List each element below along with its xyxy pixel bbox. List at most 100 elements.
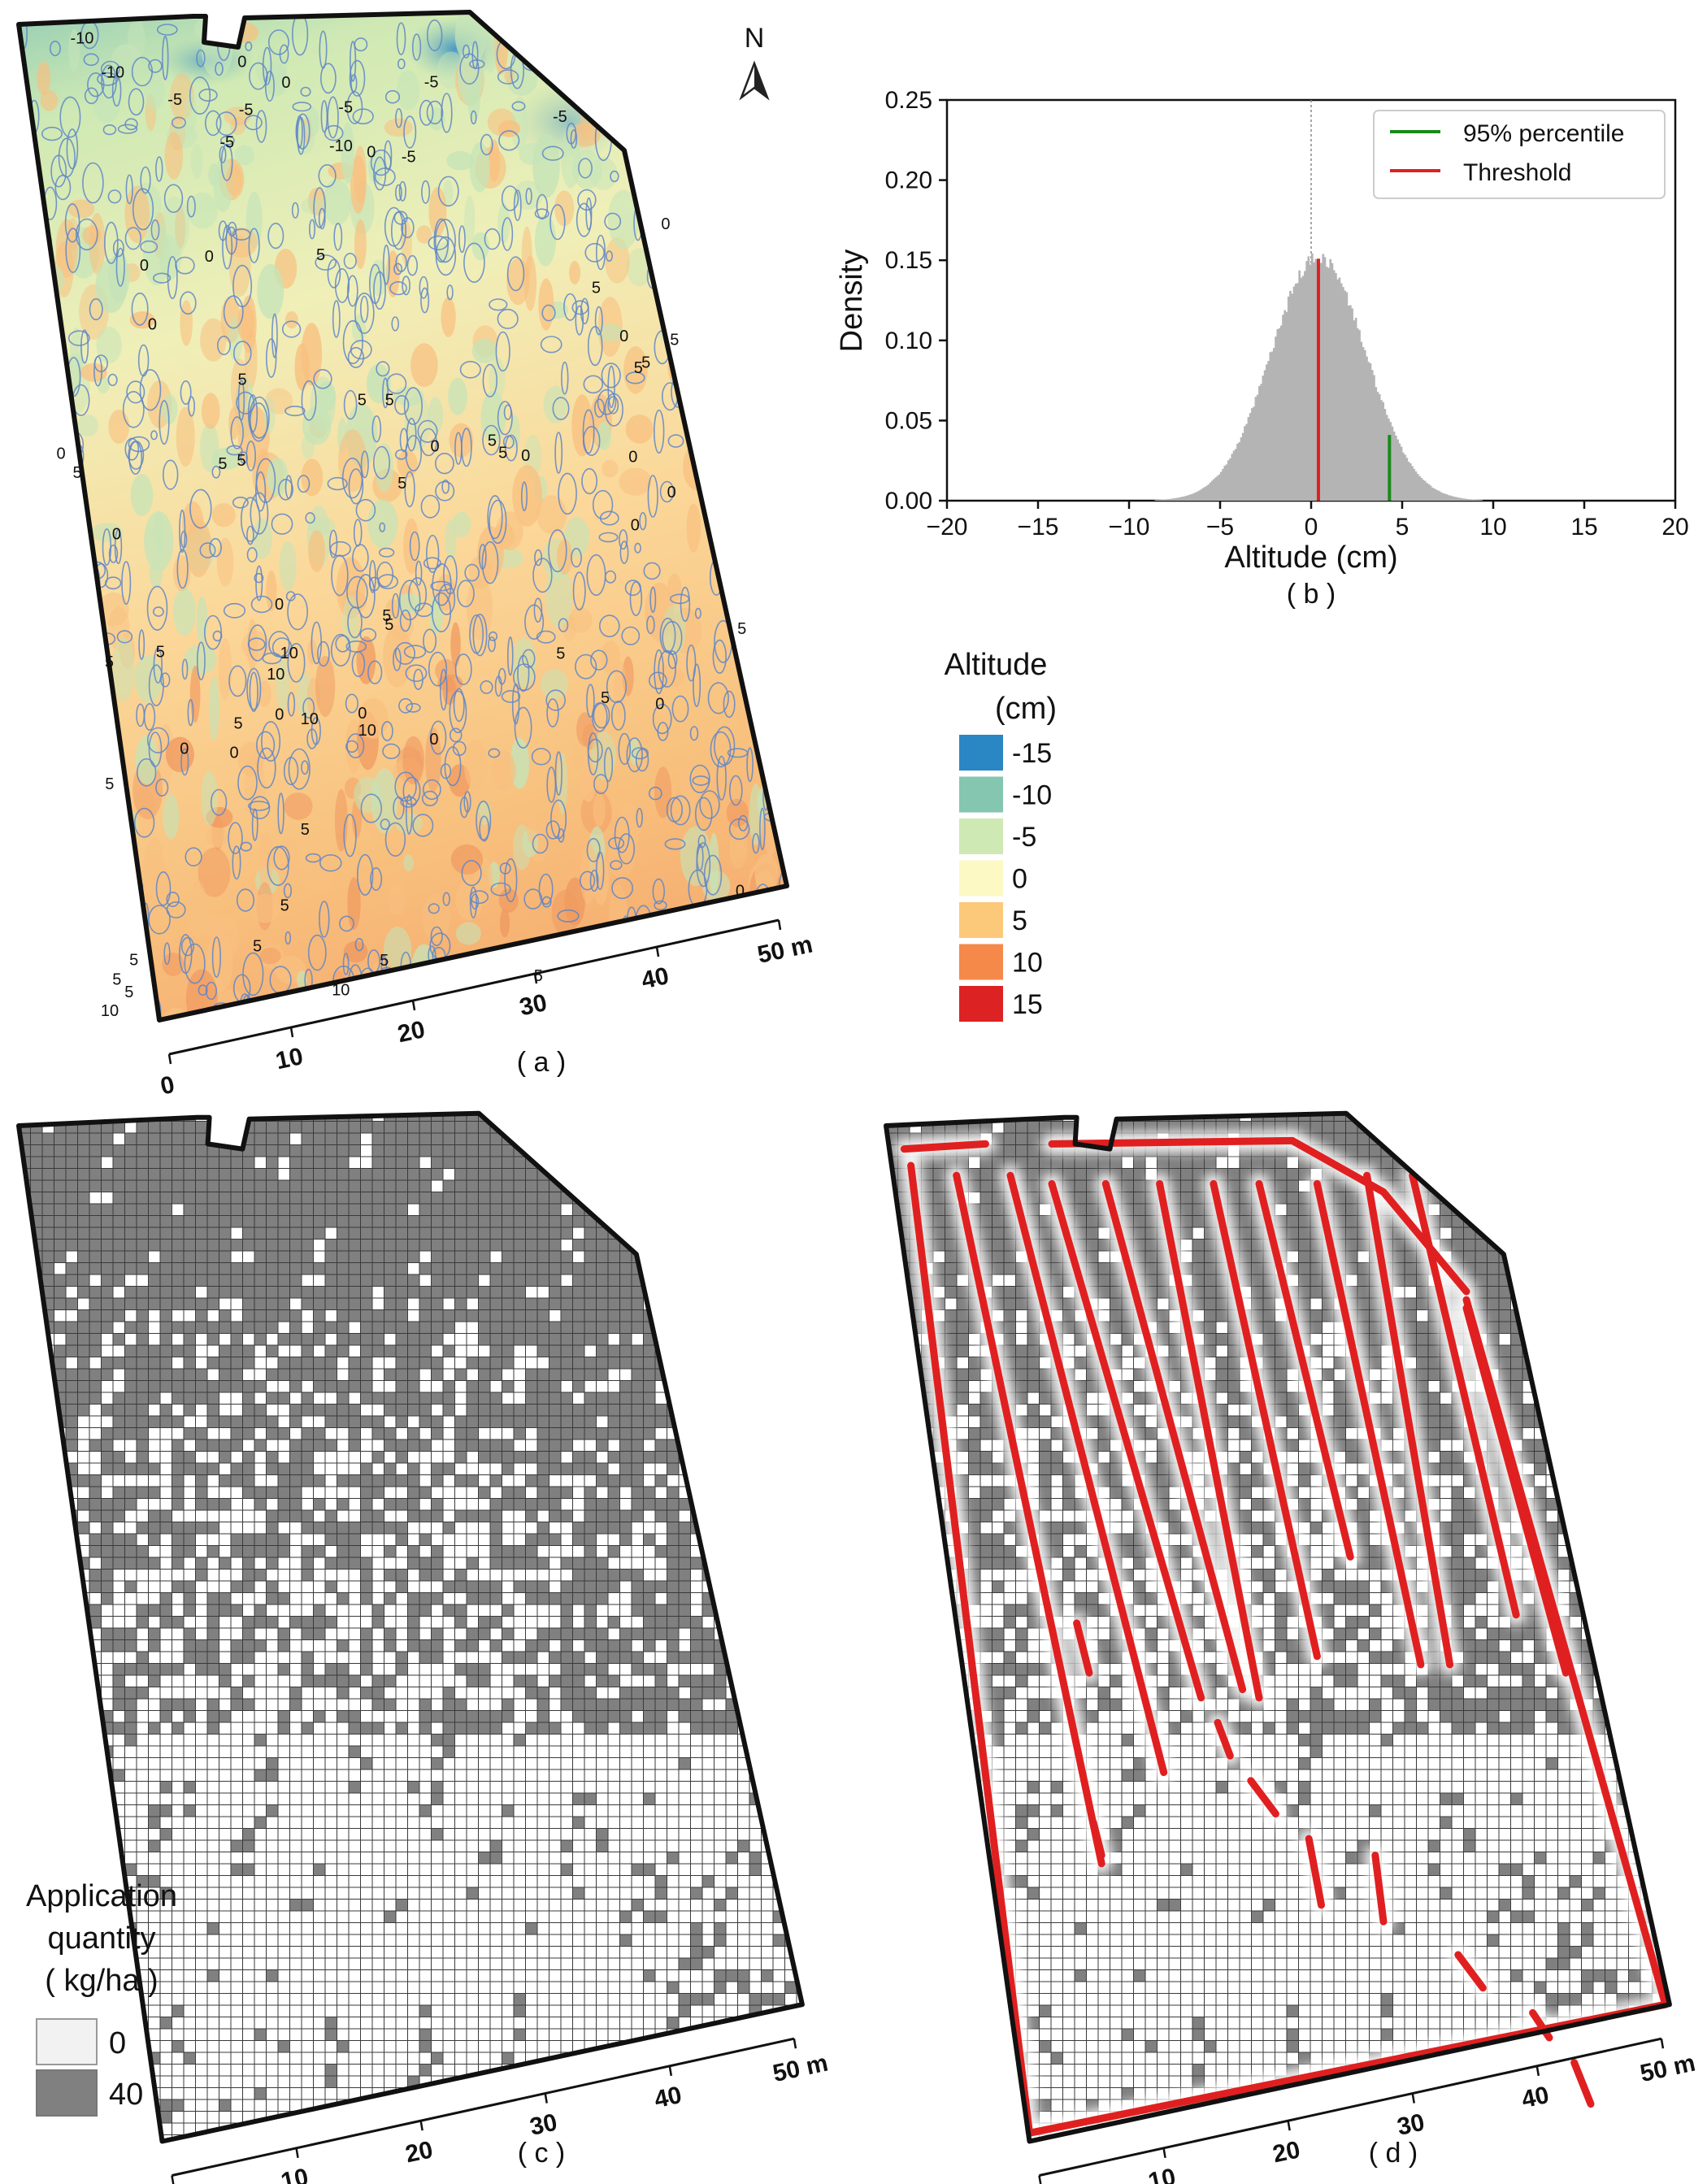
grid-cell: [89, 1333, 102, 1345]
altitude-patch: [727, 544, 746, 568]
grid-cell: [219, 1286, 231, 1298]
histogram-bar: [1444, 493, 1447, 501]
grid-cell: [325, 1616, 337, 1628]
contour-line: [658, 987, 673, 1020]
grid-cell: [30, 1144, 42, 1157]
legend-swatch-40: [36, 2069, 98, 2117]
grid-cell: [30, 1722, 42, 1735]
grid-cell: [77, 1286, 89, 1298]
grid-cell: [231, 1262, 243, 1274]
grid-cell: [66, 1144, 78, 1157]
grid-cell: [490, 1710, 502, 1722]
contour-line: [561, 361, 569, 395]
grid-cell: [384, 1286, 396, 1298]
grid-cell: [278, 1227, 290, 1240]
grid-cell: [1557, 1133, 1570, 1145]
grid-cell: [89, 1262, 102, 1274]
grid-cell: [77, 1498, 89, 1510]
grid-cell: [714, 1451, 726, 1463]
altitude-patch: [206, 826, 228, 848]
grid-cell: [1004, 1121, 1016, 1133]
contour-line: [720, 49, 736, 71]
altitude-patch: [347, 877, 361, 930]
grid-cell: [219, 1274, 231, 1287]
grid-cell: [761, 1663, 773, 1675]
grid-cell: [313, 1168, 325, 1180]
grid-cell: [632, 2076, 644, 2088]
histogram-legend: 95% percentile Threshold: [1373, 110, 1666, 199]
grid-cell: [690, 1369, 702, 1381]
contour-line: [50, 154, 67, 188]
contour-line: [219, 145, 227, 163]
grid-cell: [42, 1404, 54, 1416]
grid-cell: [113, 1239, 125, 1251]
altitude-patch: [742, 252, 759, 303]
contour-line: [408, 577, 428, 612]
grid-cell: [667, 1510, 679, 1522]
histogram-bar: [1454, 497, 1457, 501]
grid-cell: [773, 1144, 785, 1157]
contour-line: [503, 404, 512, 420]
contour-line: [707, 682, 729, 714]
contour-line: [459, 796, 469, 818]
histogram-bar: [1329, 258, 1332, 501]
x-tick-label: −10: [1109, 514, 1150, 541]
grid-cell: [714, 1404, 726, 1416]
grid-cell: [113, 1699, 125, 1711]
grid-cell: [809, 1864, 821, 1876]
grid-cell: [655, 1239, 667, 1251]
grid-cell: [726, 1639, 738, 1652]
histogram-bar: [1460, 497, 1463, 501]
grid-cell: [596, 1522, 608, 1534]
grid-cell: [101, 1592, 113, 1604]
contour-line: [463, 242, 485, 283]
altitude-patch: [659, 52, 681, 102]
grid-cell: [184, 1204, 196, 1216]
grid-cell: [407, 1545, 419, 1557]
grid-cell: [773, 1592, 785, 1604]
grid-cell: [643, 1427, 655, 1439]
grid-cell: [349, 1722, 361, 1735]
contour-line: [49, 862, 72, 895]
grid-cell: [419, 1510, 432, 1522]
grid-cell: [632, 1487, 644, 1499]
grid-cell: [231, 1427, 243, 1439]
grid-cell: [302, 1168, 314, 1180]
grid-cell: [266, 1286, 278, 1298]
grid-cell: [525, 1322, 537, 1334]
grid-cell: [372, 1168, 384, 1180]
grid-cell: [431, 1369, 443, 1381]
contour-line: [662, 1004, 679, 1019]
contour-line: [426, 19, 443, 52]
grid-cell: [124, 1239, 137, 1251]
contour-line: [22, 949, 42, 976]
contour-line: [702, 121, 717, 136]
grid-cell: [643, 1451, 655, 1463]
contour-line: [181, 658, 189, 680]
grid-cell: [77, 1227, 89, 1240]
grid-cell: [797, 1557, 802, 1570]
grid-cell: [572, 1416, 584, 1428]
grid-cell: [184, 1652, 196, 1664]
grid-cell: [749, 1357, 762, 1369]
grid-cell: [89, 1157, 102, 1169]
grid-cell: [77, 1113, 89, 1122]
histogram-bar: [1253, 406, 1255, 501]
altitude-patch: [607, 189, 640, 250]
contour-line: [296, 115, 303, 149]
legend-label-percentile: 95% percentile: [1463, 120, 1624, 147]
contour-line: [156, 24, 178, 36]
grid-cell: [184, 1592, 196, 1604]
altitude-patch: [175, 1011, 199, 1020]
histogram-bar: [1345, 292, 1349, 501]
grid-cell: [726, 1286, 738, 1298]
grid-cell: [431, 1392, 443, 1405]
grid-cell: [726, 1121, 738, 1133]
contour-line: [625, 371, 645, 384]
grid-cell: [148, 1804, 160, 1817]
grid-cell: [443, 1204, 455, 1216]
contour-line: [36, 545, 46, 586]
grid-cell: [809, 1263, 821, 1275]
grid-cell: [302, 1463, 314, 1475]
